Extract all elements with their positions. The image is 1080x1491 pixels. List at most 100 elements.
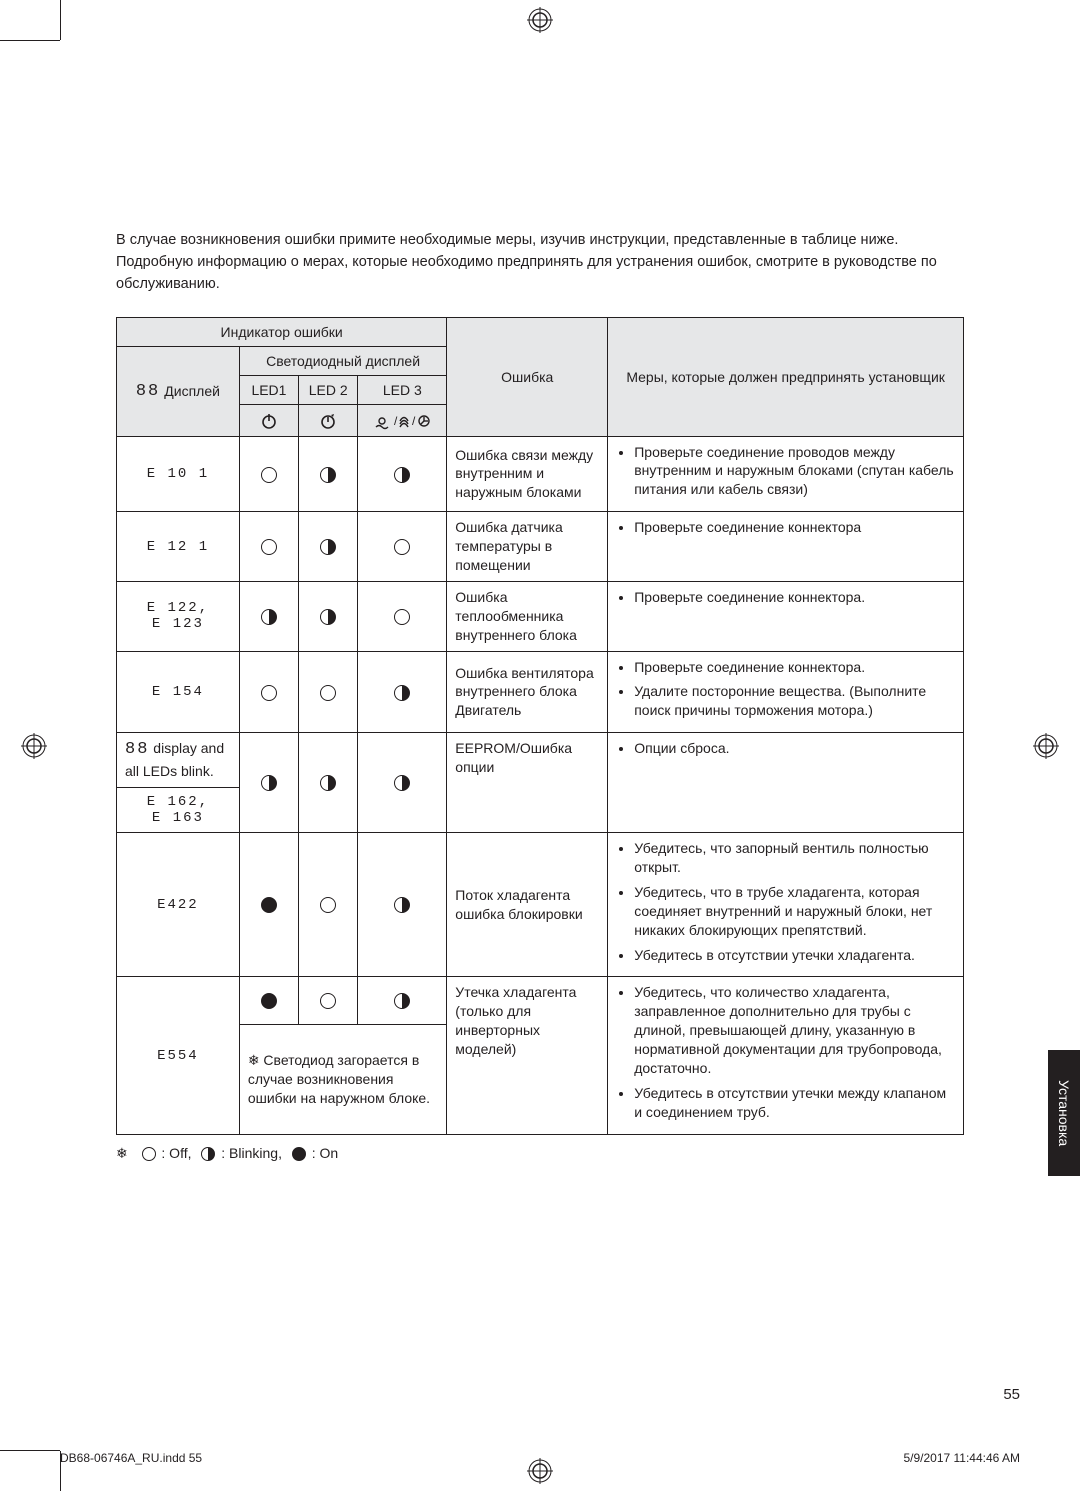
led-blink-icon <box>320 539 336 555</box>
error-code: E 12 1 <box>117 512 240 582</box>
legend-off: : Off, <box>161 1145 191 1161</box>
mode-icons: / / <box>358 405 447 436</box>
led-blink-icon <box>320 775 336 791</box>
action-item: Убедитесь, что в трубе хладагента, котор… <box>634 883 955 940</box>
led-cell <box>239 651 298 733</box>
svg-text:/: / <box>412 414 416 428</box>
led-blink-icon <box>394 897 410 913</box>
led-cell <box>239 977 298 1025</box>
action-cell: Проверьте соединение коннектора. Удалите … <box>608 651 964 733</box>
error-code: E 122, E 123 <box>117 581 240 651</box>
led-off-icon <box>142 1147 156 1161</box>
led-cell <box>358 581 447 651</box>
led-cell <box>358 651 447 733</box>
error-description: Ошибка теплообменника внутреннего блока <box>447 581 608 651</box>
led-off-icon <box>320 685 336 701</box>
led-cell <box>299 581 358 651</box>
page-content: В случае возникновения ошибки примите не… <box>60 40 1020 1451</box>
error-code: E422 <box>117 833 240 977</box>
led-on-icon <box>261 897 277 913</box>
action-item: Убедитесь в отсутствии утечки между клап… <box>634 1084 955 1122</box>
header-error: Ошибка <box>447 318 608 436</box>
note-marker-icon: ❄ <box>116 1145 128 1161</box>
power-icon <box>239 405 298 436</box>
action-cell: Проверьте соединение проводов между внут… <box>608 436 964 512</box>
crop-mark <box>0 40 60 41</box>
action-cell: Убедитесь, что количество хладагента, за… <box>608 977 964 1134</box>
action-item: Убедитесь в отсутствии утечки хладагента… <box>634 946 955 965</box>
led-off-icon <box>261 685 277 701</box>
led-blink-icon <box>320 609 336 625</box>
led-blink-icon <box>261 609 277 625</box>
header-display: 88 Дисплей <box>117 347 240 436</box>
header-led1: LED1 <box>239 376 298 405</box>
seg88-icon: 88 <box>136 382 160 401</box>
footer-timestamp: 5/9/2017 11:44:46 AM <box>903 1451 1020 1465</box>
error-code: E 154 <box>117 651 240 733</box>
led-cell <box>299 436 358 512</box>
led-cell <box>239 833 298 977</box>
led-cell <box>299 977 358 1025</box>
error-description: EEPROM/Ошибка опции <box>447 733 608 833</box>
led-cell <box>239 733 298 833</box>
led-cell <box>299 733 358 833</box>
display-note: 88 display and all LEDs blink. <box>117 733 240 788</box>
error-code: E554 <box>117 977 240 1134</box>
led-cell <box>358 436 447 512</box>
header-action: Меры, которые должен предпринять установ… <box>608 318 964 436</box>
led-off-icon <box>320 993 336 1009</box>
side-tab: Установка <box>1048 1050 1080 1176</box>
led-blink-icon <box>394 775 410 791</box>
action-cell: Проверьте соединение коннектора <box>608 512 964 582</box>
led-blink-icon <box>394 467 410 483</box>
error-code: E 10 1 <box>117 436 240 512</box>
led-cell <box>239 581 298 651</box>
led-cell <box>299 833 358 977</box>
action-item: Проверьте соединение коннектора. <box>634 588 955 607</box>
crop-mark <box>0 1450 60 1451</box>
error-description: Ошибка связи между внутренним и наружным… <box>447 436 608 512</box>
led-cell <box>358 977 447 1025</box>
action-item: Проверьте соединение коннектора <box>634 518 955 537</box>
led-blink-icon <box>261 775 277 791</box>
led-cell <box>358 733 447 833</box>
error-description: Утечка хладагента (только для инверторны… <box>447 977 608 1134</box>
action-item: Проверьте соединение коннектора. <box>634 658 955 677</box>
led-cell <box>299 651 358 733</box>
action-item: Опции сброса. <box>634 739 955 758</box>
intro-text: В случае возникновения ошибки примите не… <box>116 230 964 295</box>
led-blink-icon <box>394 685 410 701</box>
legend-blink: : Blinking, <box>221 1145 282 1161</box>
action-item: Проверьте соединение проводов между внут… <box>634 443 955 500</box>
led-blink-icon <box>394 993 410 1009</box>
led-cell <box>358 833 447 977</box>
registration-mark-icon <box>1030 730 1062 762</box>
led-off-icon <box>320 897 336 913</box>
registration-mark-icon <box>18 730 50 762</box>
svg-text:/: / <box>394 414 398 428</box>
led-cell <box>299 512 358 582</box>
error-description: Поток хладагента ошибка блокировки <box>447 833 608 977</box>
led-off-icon <box>261 467 277 483</box>
action-cell: Проверьте соединение коннектора. <box>608 581 964 651</box>
error-table: Индикатор ошибки Ошибка Меры, которые до… <box>116 317 964 1134</box>
action-item: Убедитесь, что запорный вентиль полность… <box>634 839 955 877</box>
legend-on: : On <box>312 1145 338 1161</box>
led-off-icon <box>394 609 410 625</box>
action-cell: Опции сброса. <box>608 733 964 833</box>
registration-mark-icon <box>524 4 556 36</box>
footer-filename: DB68-06746A_RU.indd 55 <box>60 1451 202 1465</box>
header-led3: LED 3 <box>358 376 447 405</box>
seg88-icon: 88 <box>125 740 149 759</box>
crop-mark <box>60 0 61 40</box>
led-off-icon <box>261 539 277 555</box>
led-off-icon <box>394 539 410 555</box>
led-blink-icon <box>320 467 336 483</box>
led-cell <box>239 512 298 582</box>
legend: ❄ : Off, : Blinking, : On <box>116 1145 964 1162</box>
action-cell: Убедитесь, что запорный вентиль полность… <box>608 833 964 977</box>
error-description: Ошибка вентилятора внутреннего блока Дви… <box>447 651 608 733</box>
action-item: Убедитесь, что количество хладагента, за… <box>634 983 955 1077</box>
led-cell <box>239 436 298 512</box>
action-item: Удалите посторонние вещества. (Выполните… <box>634 682 955 720</box>
